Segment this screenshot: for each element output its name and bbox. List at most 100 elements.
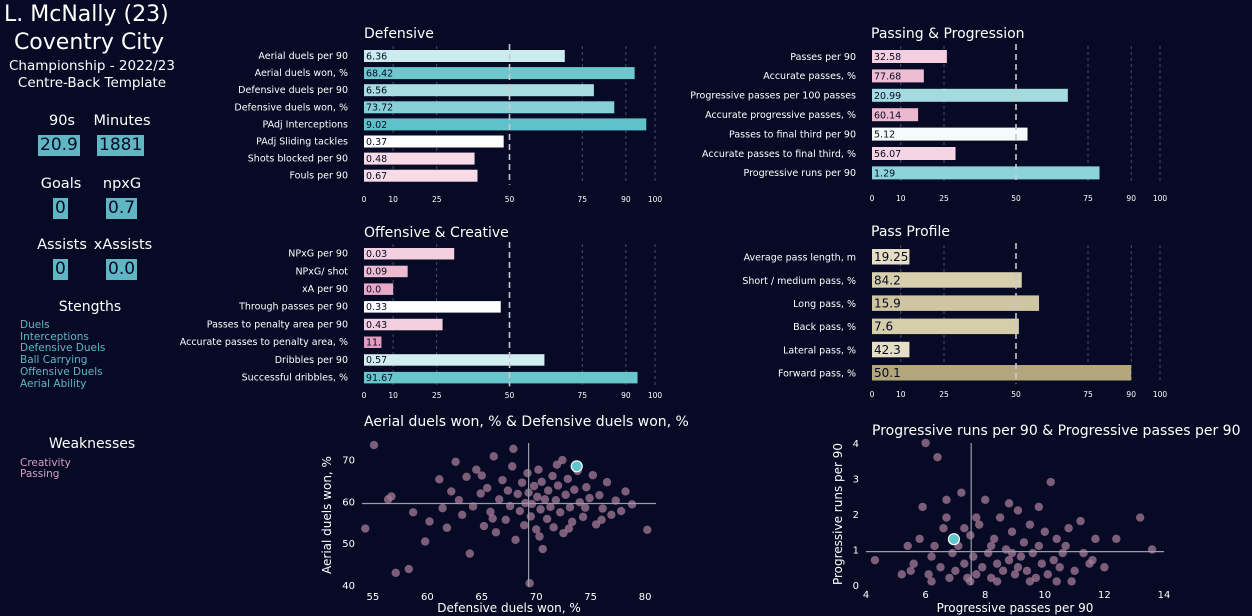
offensive-tick-label: 10 <box>388 391 398 400</box>
nineties-value: 20.9 <box>38 135 80 156</box>
scatter-duels-point <box>447 487 456 496</box>
passing-title: Passing & Progression <box>871 26 1025 42</box>
passing-bar-label: Passes per 90 <box>790 52 856 63</box>
scatter-duels-chart: Aerial duels won, % & Defensive duels wo… <box>320 414 689 615</box>
scatter-progression-point <box>1046 477 1055 487</box>
scatter-duels-point <box>570 485 579 494</box>
weaknesses-title: Weaknesses <box>48 436 136 452</box>
pass-profile-bar-value: 50.1 <box>874 366 901 380</box>
scatter-duels-ytick-label: 50 <box>342 539 355 550</box>
scatter-progression-point <box>1025 520 1035 529</box>
scatter-duels-point <box>546 502 555 512</box>
offensive-title: Offensive & Creative <box>364 225 509 241</box>
offensive-tick-label: 75 <box>577 391 587 400</box>
offensive-bar-value: 91.67 <box>366 373 393 384</box>
scatter-duels-point <box>616 506 626 516</box>
scatter-progression-ytick-label: 0 <box>853 581 859 592</box>
scatter-progression-xtick-label: 8 <box>982 590 988 601</box>
offensive-bar <box>364 301 501 313</box>
scatter-duels-point <box>468 502 478 511</box>
scatter-progression-point <box>983 548 993 558</box>
pass-profile-bar-label: Back pass, % <box>793 322 856 333</box>
scatter-progression-point <box>1004 499 1014 508</box>
xassists-label: xAssists <box>93 237 153 253</box>
offensive-tick-label: 0 <box>362 391 367 400</box>
scatter-duels-point <box>552 460 562 469</box>
defensive-bar-label: Fouls per 90 <box>290 171 348 182</box>
offensive-tick-label: 100 <box>648 391 663 400</box>
scatter-duels-xtick-label: 70 <box>530 592 543 603</box>
passing-bar-value: 20.99 <box>874 91 901 102</box>
scatter-duels-point <box>597 515 606 524</box>
defensive-bar-label: PAdj Sliding tackles <box>256 137 348 148</box>
goals-label: Goals <box>40 176 82 192</box>
offensive-bar <box>364 336 382 348</box>
offensive-bar-value: 0.57 <box>366 355 387 366</box>
nineties-label: 90s <box>48 113 75 129</box>
passing-tick-label: 75 <box>1083 194 1093 203</box>
defensive-chart: Defensive 6.36 Aerial duels per 90 68.42 Aer… <box>234 26 662 204</box>
scatter-duels-point <box>435 475 444 484</box>
scatter-progression-point <box>998 566 1008 575</box>
passing-bar-label: Passes to final third per 90 <box>729 129 856 140</box>
scatter-progression-point <box>930 541 939 551</box>
scatter-duels-xtick-label: 60 <box>421 592 434 603</box>
offensive-bar <box>364 371 638 384</box>
passing-bar-label: Progressive passes per 100 passes <box>690 91 856 102</box>
passing-bar <box>872 69 924 83</box>
scatter-duels-point <box>391 568 400 578</box>
strengths-title: Stengths <box>58 299 122 315</box>
passing-bar-value: 77.68 <box>874 72 901 83</box>
offensive-tick-label: 25 <box>432 391 442 400</box>
passing-tick-label: 100 <box>1153 194 1168 203</box>
player-name: L. McNally (23) <box>4 2 169 27</box>
offensive-bar-value: 0.33 <box>366 302 387 313</box>
scatter-duels-point <box>534 465 543 474</box>
pass-profile-bar-label: Forward pass, % <box>778 369 856 380</box>
pass-profile-bar <box>872 341 910 358</box>
scatter-duels-point <box>564 524 574 533</box>
scatter-progression-point <box>1058 548 1067 558</box>
scatter-duels-point <box>457 510 467 519</box>
offensive-bar <box>364 265 408 278</box>
defensive-bar-label: PAdj Interceptions <box>263 119 349 130</box>
scatter-progression-point <box>1016 552 1026 561</box>
minutes-label: Minutes <box>93 113 151 129</box>
scatter-progression-point <box>1013 563 1023 572</box>
scatter-duels-point <box>561 490 570 499</box>
pass-profile-tick-label: 75 <box>1083 390 1093 399</box>
defensive-bar-value: 68.42 <box>366 68 393 79</box>
scatter-progression-point <box>1013 506 1023 515</box>
scatter-progression-point <box>960 524 969 533</box>
pass-profile-bar <box>872 295 1040 311</box>
scatter-duels-point <box>551 495 561 505</box>
scatter-duels-ytick-label: 40 <box>342 581 355 592</box>
defensive-tick-label: 10 <box>388 195 398 204</box>
passing-bar-label: Progressive runs per 90 <box>744 168 856 179</box>
scatter-progression-point <box>1049 555 1058 565</box>
player-info-panel: L. McNally (23) Coventry City Championsh… <box>0 0 200 616</box>
scatter-duels-point <box>529 481 539 491</box>
passing-bar <box>872 88 1068 102</box>
scatter-progression-point <box>969 552 978 561</box>
offensive-bar-value: 0.43 <box>366 320 387 331</box>
defensive-bar <box>364 169 478 182</box>
scatter-duels-point <box>442 523 452 532</box>
scatter-progression-point <box>972 570 981 579</box>
defensive-tick-label: 50 <box>505 195 515 204</box>
scatter-progression-point <box>1064 524 1073 533</box>
scatter-duels-point <box>567 517 577 527</box>
scatter-duels-xtick-label: 55 <box>367 592 380 603</box>
scatter-progression-point <box>1034 541 1044 551</box>
passing-tick-label: 50 <box>1011 194 1021 203</box>
scatter-duels-point <box>607 510 616 519</box>
scatter-duels-point <box>544 486 553 495</box>
scatter-progression-point <box>966 531 975 540</box>
weakness-item: Creativity <box>20 456 71 469</box>
scatter-duels-point <box>582 483 591 492</box>
scatter-progression-point <box>1052 577 1061 586</box>
scatter-duels-point <box>361 524 370 533</box>
scatter-progression-point <box>989 534 999 544</box>
pass-profile-bar-value: 84.2 <box>874 273 901 287</box>
scatter-progression-xtick-label: 4 <box>863 590 869 601</box>
